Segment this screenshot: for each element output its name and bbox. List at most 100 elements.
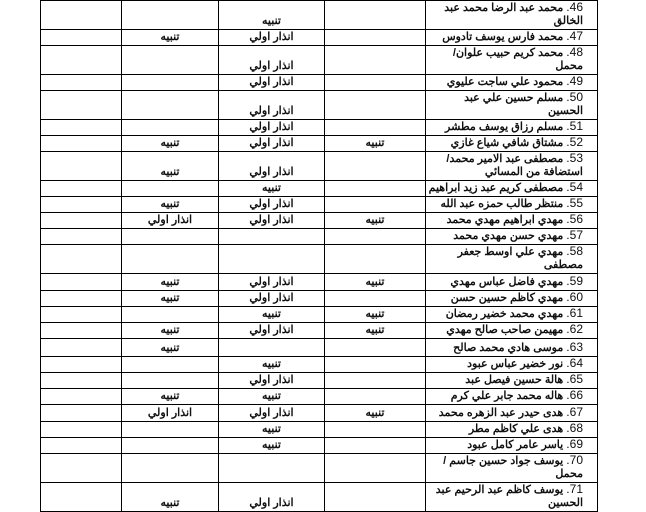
status-cell-c2: تنبيه xyxy=(218,180,325,197)
status-cell-c4 xyxy=(40,0,122,30)
student-name-cell: 61. مهدي محمد خضير رمضان xyxy=(425,306,598,323)
status-cell-c1 xyxy=(324,151,426,181)
status-cell-c3: تنبيه xyxy=(121,290,219,307)
row-number: 67. xyxy=(566,405,583,419)
table-row: 58. مهدي علي اوسط جعفر مصطفى xyxy=(40,244,598,274)
status-cell-c3: انذار اولي xyxy=(121,404,219,422)
student-name: هدى علي كاظم مطر xyxy=(468,423,564,435)
status-cell-c3: تنبيه xyxy=(121,482,219,512)
student-name-cell: 63. موسى هادي محمد صالح xyxy=(425,338,598,357)
student-name: هاله محمد جابر علي كرم xyxy=(450,390,564,402)
status-cell-c4 xyxy=(40,290,122,307)
table-row: 59. مهدي فاضل عباس مهدي تنبيه انذار اولي تن… xyxy=(40,273,598,291)
status-cell-c2: انذار اولي xyxy=(218,135,325,152)
status-cell-c3 xyxy=(121,74,219,91)
table-row: 46. محمد عبد الرضا محمد عبد الخالق تنبيه xyxy=(40,0,598,30)
status-cell-c3: تنبيه xyxy=(121,322,219,339)
status-cell-c3 xyxy=(121,244,219,274)
status-cell-c2: انذار اولي xyxy=(218,404,325,422)
status-cell-c1: تنبيه xyxy=(324,306,426,323)
student-name: مهدي محمد خضير رمضان xyxy=(445,308,564,320)
student-name: مهيمن صاحب صالح مهدي xyxy=(446,324,564,336)
status-cell-c2: انذار اولي xyxy=(218,151,325,181)
student-name: مهدي حسن مهدي محمد xyxy=(453,230,564,242)
status-cell-c1: تنبيه xyxy=(324,273,426,291)
table-row: 53. مصطفى عبد الامير محمد/استضافة من الم… xyxy=(40,151,598,181)
status-cell-c3: تنبيه xyxy=(121,151,219,181)
table-row: 62. مهيمن صاحب صالح مهدي تنبيه انذار اولي ت… xyxy=(40,322,598,339)
student-name-cell: 48. محمد كريم حبيب علوان/ محمل xyxy=(425,45,598,75)
status-cell-c1: تنبيه xyxy=(324,404,426,422)
row-number: 63. xyxy=(566,340,583,354)
status-cell-c2: تنبيه xyxy=(218,356,325,373)
row-number: 49. xyxy=(566,74,583,88)
status-cell-c1 xyxy=(324,119,426,136)
status-cell-c1 xyxy=(324,74,426,91)
student-name-cell: 67. هدى حيدر عبد الزهره محمد xyxy=(425,404,598,422)
student-name: يوسف كاظم عبد الرحيم عبد الحسين xyxy=(435,484,583,509)
status-cell-c4 xyxy=(40,196,122,213)
status-cell-c1 xyxy=(324,196,426,213)
row-number: 69. xyxy=(566,437,583,451)
status-cell-c4 xyxy=(40,180,122,197)
status-cell-c2 xyxy=(218,228,325,245)
status-cell-c4 xyxy=(40,119,122,136)
student-name: محمود علي ساجت عليوي xyxy=(446,76,564,88)
student-name: نور خضير عباس عبود xyxy=(467,358,564,370)
status-cell-c1 xyxy=(324,90,426,120)
row-number: 61. xyxy=(566,306,583,320)
student-name: هدى حيدر عبد الزهره محمد xyxy=(438,407,564,419)
student-name: مهدي فاضل عباس مهدي xyxy=(450,276,564,288)
row-number: 60. xyxy=(566,290,583,304)
row-number: 71. xyxy=(566,482,583,496)
student-name-cell: 51. مسلم رزاق يوسف مطشر xyxy=(425,119,598,136)
status-cell-c4 xyxy=(40,135,122,152)
student-name-cell: 65. هالة حسين فيصل عبد xyxy=(425,372,598,389)
row-number: 51. xyxy=(566,119,583,133)
student-name-cell: 70. يوسف جواد حسين جاسم / محمل xyxy=(425,453,598,483)
status-cell-c4 xyxy=(40,322,122,339)
row-number: 54. xyxy=(566,180,583,194)
student-name: ياسر عامر كامل عبود xyxy=(467,439,564,451)
row-number: 46. xyxy=(566,0,583,14)
status-cell-c4 xyxy=(40,421,122,438)
status-cell-c4 xyxy=(40,29,122,46)
status-cell-c4 xyxy=(40,404,122,422)
table-row: 57. مهدي حسن مهدي محمد xyxy=(40,228,598,245)
student-name: هالة حسين فيصل عبد xyxy=(465,374,564,386)
row-number: 58. xyxy=(566,244,583,258)
row-number: 53. xyxy=(566,151,583,165)
status-cell-c3 xyxy=(121,437,219,454)
status-cell-c4 xyxy=(40,356,122,373)
row-number: 47. xyxy=(566,29,583,43)
status-cell-c2: انذار اولي xyxy=(218,290,325,307)
status-cell-c1 xyxy=(324,372,426,389)
row-number: 68. xyxy=(566,421,583,435)
student-name: مهدي علي اوسط جعفر مصطفى xyxy=(457,246,583,271)
student-name: مصطفى عبد الامير محمد/استضافة من المسائي xyxy=(446,153,583,178)
student-name: يوسف جواد حسين جاسم / محمل xyxy=(443,455,583,480)
status-cell-c3 xyxy=(121,372,219,389)
student-name: مهدي كاظم حسين حسن xyxy=(450,292,564,304)
student-name-cell: 66. هاله محمد جابر علي كرم xyxy=(425,388,598,405)
status-cell-c1 xyxy=(324,45,426,75)
student-name: مسلم حسين علي عبد الحسين xyxy=(464,92,583,117)
table-row: 54. مصطفى كريم عبد زيد ابراهيم تنبيه xyxy=(40,180,598,197)
student-name-cell: 71. يوسف كاظم عبد الرحيم عبد الحسين xyxy=(425,482,598,512)
students-table: 46. محمد عبد الرضا محمد عبد الخالق تنبيه 4… xyxy=(40,0,598,512)
table-row: 50. مسلم حسين علي عبد الحسين انذار اولي xyxy=(40,90,598,120)
status-cell-c3: تنبيه xyxy=(121,29,219,46)
status-cell-c4 xyxy=(40,74,122,91)
student-name: مصطفى كريم عبد زيد ابراهيم xyxy=(428,182,564,194)
status-cell-c2: انذار اولي xyxy=(218,29,325,46)
status-cell-c2: تنبيه xyxy=(218,0,325,30)
status-cell-c2: انذار اولي xyxy=(218,196,325,213)
row-number: 59. xyxy=(566,274,583,288)
student-name-cell: 46. محمد عبد الرضا محمد عبد الخالق xyxy=(425,0,598,30)
table-row: 71. يوسف كاظم عبد الرحيم عبد الحسين انذار… xyxy=(40,482,598,512)
student-name: مهدي ابراهيم مهدي محمد xyxy=(446,214,564,226)
status-cell-c1 xyxy=(324,388,426,405)
student-name-cell: 64. نور خضير عباس عبود xyxy=(425,356,598,373)
student-name-cell: 55. منتظر طالب حمزه عبد الله xyxy=(425,196,598,213)
row-number: 64. xyxy=(566,356,583,370)
